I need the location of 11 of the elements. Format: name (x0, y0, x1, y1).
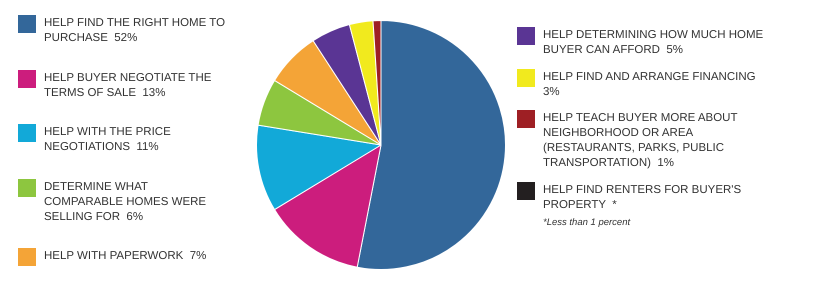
legend-label: HELP BUYER NEGOTIATE THE TERMS OF SALE 13% (44, 70, 212, 100)
legend-label: HELP FIND RENTERS FOR BUYER'S PROPERTY * (543, 182, 742, 213)
legend-label: HELP DETERMINING HOW MUCH HOME BUYER CAN AFFORD 5% (543, 28, 764, 58)
legend-label: HELP WITH PAPERWORK 7% (44, 249, 206, 264)
data-label: 3% (543, 86, 560, 98)
legend-label: HELP FIND AND ARRANGE FINANCING (543, 70, 756, 83)
legend-label: DETERMINE WHAT COMPARABLE HOMES WERE SELLING FOR 6% (44, 180, 208, 224)
legend-label: HELP TEACH BUYER MORE ABOUT NEIGHBORHOOD OR AREA (RESTAURANTS, PARKS, PUBLIC TRANSPORTATION) 1% (543, 111, 738, 172)
text: *Less than 1 percent (543, 216, 632, 228)
legend-label: HELP FIND THE RIGHT HOME TO PURCHASE 52% (44, 16, 226, 46)
legend-label: HELP WITH THE PRICE NEGOTIATIONS 11% (44, 125, 172, 155)
